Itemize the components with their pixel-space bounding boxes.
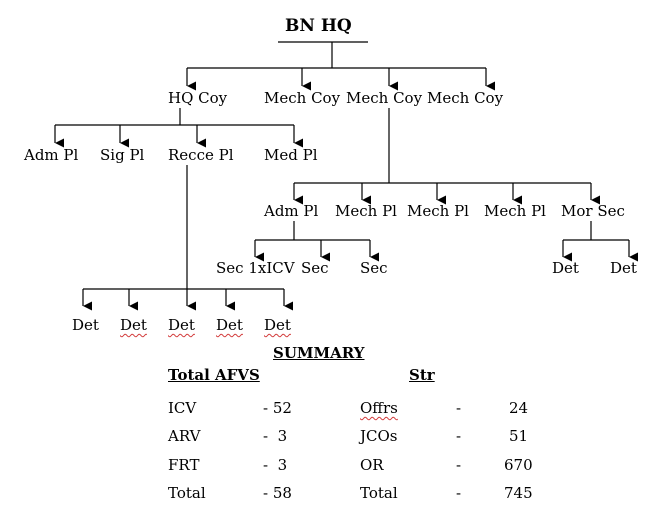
node-hq-coy: HQ Coy	[168, 89, 228, 107]
node-mech-pl-2: Mech Pl	[407, 202, 469, 220]
str-header: Str	[409, 366, 435, 384]
node-mech-pl-3: Mech Pl	[484, 202, 546, 220]
node-mor-det-2: Det	[610, 259, 637, 277]
str-dash-offrs: -	[456, 399, 462, 417]
node-mech-coy-2: Mech Coy	[346, 89, 423, 107]
node-recce-pl: Recce Pl	[168, 146, 234, 164]
node-adm-pl: Adm Pl	[24, 146, 79, 164]
bn-hq-node: BN HQ	[285, 16, 352, 36]
node-sec-2: Sec	[360, 259, 388, 277]
str-dash-or: -	[456, 456, 462, 474]
afvs-header: Total AFVS	[168, 366, 260, 384]
node-sig-pl: Sig Pl	[100, 146, 145, 164]
node-recce-det-1: Det	[72, 316, 99, 334]
str-label-jcos: JCOs	[360, 427, 398, 445]
node-mech-pl-1: Mech Pl	[335, 202, 397, 220]
node-mor-sec: Mor Sec	[561, 202, 625, 220]
str-value-total: 745	[504, 484, 533, 502]
afv-label-arv: ARV	[168, 427, 201, 445]
node-recce-det-3: Det	[168, 316, 195, 334]
str-label-or: OR	[360, 456, 384, 474]
node-recce-det-2: Det	[120, 316, 147, 334]
summary-title: SUMMARY	[273, 344, 365, 362]
node-mech-coy-3: Mech Coy	[427, 89, 504, 107]
node-mech-adm-pl: Adm Pl	[264, 202, 319, 220]
node-mech-coy-1: Mech Coy	[264, 89, 341, 107]
str-label-total: Total	[360, 484, 398, 502]
str-dash-total: -	[456, 484, 462, 502]
afv-value-arv: - 3	[263, 427, 288, 445]
afv-label-total: Total	[168, 484, 206, 502]
afv-value-frt: - 3	[263, 456, 288, 474]
node-recce-det-5: Det	[264, 316, 291, 334]
str-value-offrs: 24	[509, 399, 529, 417]
afv-label-icv: ICV	[168, 399, 197, 417]
afv-value-icv: - 52	[263, 399, 292, 417]
node-sec-icv: Sec 1xICV	[216, 259, 295, 277]
node-mor-det-1: Det	[552, 259, 579, 277]
str-dash-jcos: -	[456, 427, 462, 445]
str-label-offrs: Offrs	[360, 399, 398, 417]
str-value-or: 670	[504, 456, 533, 474]
node-sec-1: Sec	[301, 259, 329, 277]
str-value-jcos: 51	[509, 427, 529, 445]
node-recce-det-4: Det	[216, 316, 243, 334]
afv-value-total: - 58	[263, 484, 292, 502]
node-med-pl: Med Pl	[264, 146, 318, 164]
afv-label-frt: FRT	[168, 456, 200, 474]
